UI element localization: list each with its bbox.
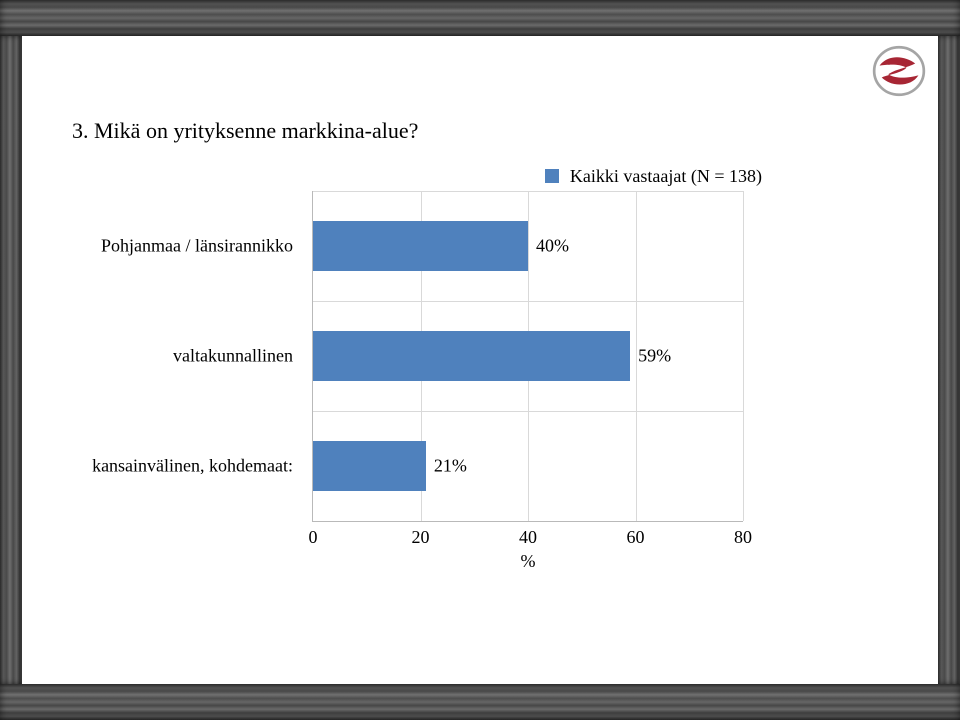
x-tick-label: 80 <box>734 527 752 548</box>
legend-swatch <box>545 169 559 183</box>
bar-row: Pohjanmaa / länsirannikko40% <box>313 221 743 271</box>
category-label: Pohjanmaa / länsirannikko <box>63 236 303 257</box>
x-tick-label: 20 <box>412 527 430 548</box>
frame-border-left <box>0 36 22 684</box>
gridline <box>743 191 744 521</box>
chart-plot-area: % 020406080Pohjanmaa / länsirannikko40%v… <box>312 191 743 522</box>
x-axis-label: % <box>521 551 536 572</box>
bar: 40% <box>313 221 528 271</box>
bar: 21% <box>313 441 426 491</box>
row-separator <box>313 301 743 302</box>
chart-container: Kaikki vastaajat (N = 138) % 020406080Po… <box>62 166 802 522</box>
frame-border-top <box>0 0 960 36</box>
bar-value-label: 21% <box>434 456 467 477</box>
bar: 59% <box>313 331 630 381</box>
chart-legend: Kaikki vastaajat (N = 138) <box>62 166 762 187</box>
row-separator <box>313 191 743 192</box>
brand-logo <box>870 44 928 98</box>
slide-canvas: 3. Mikä on yrityksenne markkina-alue? Ka… <box>22 36 938 684</box>
category-label: kansainvälinen, kohdemaat: <box>63 456 303 477</box>
category-label: valtakunnallinen <box>63 346 303 367</box>
x-tick-label: 40 <box>519 527 537 548</box>
bar-value-label: 40% <box>536 236 569 257</box>
x-tick-label: 0 <box>309 527 318 548</box>
frame-border-bottom <box>0 684 960 720</box>
legend-label: Kaikki vastaajat (N = 138) <box>570 166 762 186</box>
x-tick-label: 60 <box>627 527 645 548</box>
chart-title: 3. Mikä on yrityksenne markkina-alue? <box>72 118 418 144</box>
bar-row: valtakunnallinen59% <box>313 331 743 381</box>
row-separator <box>313 411 743 412</box>
bar-row: kansainvälinen, kohdemaat:21% <box>313 441 743 491</box>
bar-value-label: 59% <box>638 346 671 367</box>
frame-border-right <box>938 36 960 684</box>
